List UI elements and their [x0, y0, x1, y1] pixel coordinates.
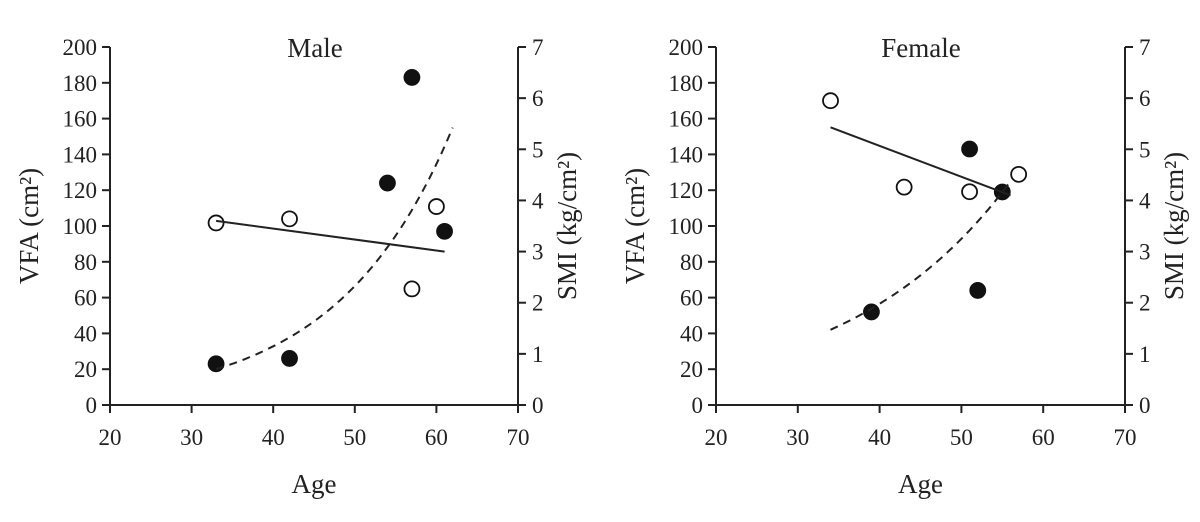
x-tick-label: 50: [343, 425, 366, 450]
y-tick-label: 200: [63, 35, 98, 60]
y2-tick-label: 3: [532, 240, 544, 265]
vfa-point: [961, 140, 978, 158]
x-tick-label: 30: [180, 425, 203, 450]
smi-point: [822, 92, 839, 110]
vfa-point: [281, 350, 298, 367]
panel-title: Female: [881, 33, 960, 63]
y-tick-label: 160: [669, 107, 704, 132]
y-tick-label: 0: [86, 393, 98, 418]
y2-tick-label: 7: [532, 35, 544, 60]
smi-point: [1010, 165, 1028, 183]
vfa-trend-line: [215, 127, 454, 371]
y2-axis-title: SMI (kg/cm²): [552, 152, 582, 300]
y2-tick-label: 3: [1139, 240, 1151, 265]
smi-point: [961, 183, 978, 201]
y2-tick-label: 2: [1139, 291, 1151, 316]
y-tick-label: 120: [63, 178, 98, 203]
y2-tick-label: 6: [1139, 86, 1151, 111]
y-axis-title: VFA (cm²): [14, 168, 44, 284]
x-tick-label: 70: [1114, 425, 1137, 450]
vfa-point: [403, 69, 421, 86]
y-tick-label: 100: [63, 214, 98, 239]
y2-axis-title: SMI (kg/cm²): [1159, 152, 1189, 300]
y2-tick-label: 7: [1139, 35, 1151, 60]
y-tick-label: 60: [680, 286, 703, 311]
y-tick-label: 40: [680, 321, 703, 346]
y-tick-label: 100: [669, 214, 704, 239]
vfa-trend-line: [830, 180, 1012, 331]
smi-trend-line: [215, 219, 445, 253]
x-tick-label: 20: [705, 425, 728, 450]
y2-tick-label: 6: [532, 86, 544, 111]
y2-tick-label: 0: [532, 393, 544, 418]
y-tick-label: 40: [74, 321, 97, 346]
y-tick-label: 20: [74, 357, 97, 382]
smi-point: [895, 178, 913, 196]
x-tick-label: 20: [99, 425, 122, 450]
y-tick-label: 180: [669, 71, 704, 96]
smi-point: [281, 210, 298, 228]
y-tick-label: 0: [692, 393, 704, 418]
vfa-point: [379, 174, 396, 192]
x-tick-label: 50: [950, 425, 973, 450]
smi-point: [427, 198, 445, 215]
x-tick-label: 40: [868, 425, 891, 450]
y2-tick-label: 1: [1139, 342, 1151, 367]
y-tick-label: 200: [669, 35, 704, 60]
panel-title: Male: [287, 33, 342, 63]
y-tick-label: 140: [669, 142, 704, 167]
y-axis-title: VFA (cm²): [620, 168, 650, 284]
x-tick-label: 40: [262, 425, 285, 450]
y2-tick-label: 4: [532, 188, 544, 213]
y2-tick-label: 0: [1139, 393, 1151, 418]
vfa-point: [436, 222, 453, 240]
y-tick-label: 180: [63, 71, 98, 96]
x-axis-title: Age: [292, 469, 337, 499]
x-axis-title: Age: [898, 469, 943, 499]
y2-tick-label: 5: [532, 137, 544, 162]
y-tick-label: 20: [680, 357, 703, 382]
y2-tick-label: 2: [532, 291, 544, 316]
panel-female: 20 30 40 50 60 700204060801001201401601802000…: [620, 33, 1189, 499]
vfa-point: [969, 282, 987, 299]
smi-point: [207, 214, 225, 232]
y-tick-label: 140: [63, 142, 98, 167]
smi-point: [403, 280, 421, 298]
y-tick-label: 60: [74, 286, 97, 311]
y-tick-label: 80: [680, 250, 703, 275]
y2-tick-label: 1: [532, 342, 544, 367]
y-tick-label: 120: [669, 178, 704, 203]
x-tick-label: 30: [786, 425, 809, 450]
x-tick-label: 70: [507, 425, 530, 450]
vfa-point: [863, 303, 880, 321]
y-tick-label: 80: [74, 250, 97, 275]
panel-male: 20 30 40 50 60 700204060801001201401601802000…: [14, 33, 582, 499]
smi-trend-line: [830, 126, 1011, 197]
y-tick-label: 160: [63, 107, 98, 132]
y2-tick-label: 5: [1139, 137, 1151, 162]
x-tick-label: 60: [425, 425, 448, 450]
x-tick-label: 60: [1032, 425, 1055, 450]
y2-tick-label: 4: [1139, 188, 1151, 213]
